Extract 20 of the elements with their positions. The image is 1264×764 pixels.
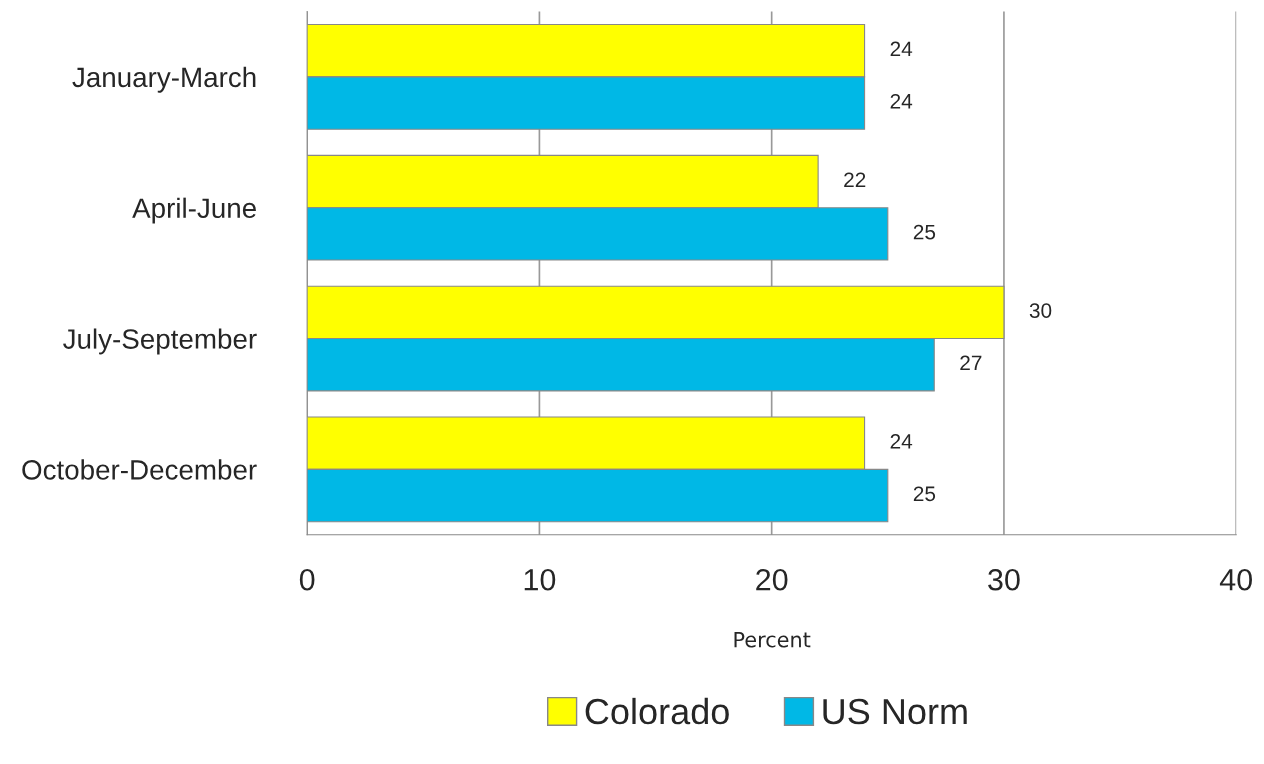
x-axis-title: Percent — [734, 631, 811, 648]
data-label: 25 — [913, 486, 936, 502]
data-label: 24 — [890, 93, 913, 109]
y-tick-label: October-December — [22, 459, 257, 480]
legend-label: Colorado — [585, 697, 729, 725]
x-tick-label: 10 — [524, 568, 556, 591]
y-tick-label: January-March — [72, 66, 256, 93]
data-label: 30 — [1029, 303, 1052, 318]
x-tick-label: 40 — [1219, 568, 1252, 591]
y-tick-label: July-September — [63, 328, 257, 355]
data-label: 27 — [960, 355, 982, 371]
x-tick-label: 0 — [299, 568, 315, 591]
data-label: 24 — [890, 41, 913, 57]
y-tick-label: April-June — [132, 197, 256, 224]
data-label: 22 — [844, 172, 866, 187]
data-label: 25 — [913, 224, 936, 240]
legend-label: US Norm — [823, 698, 967, 725]
data-label: 24 — [890, 434, 913, 449]
x-tick-label: 30 — [988, 568, 1020, 591]
x-tick-label: 20 — [756, 568, 788, 591]
